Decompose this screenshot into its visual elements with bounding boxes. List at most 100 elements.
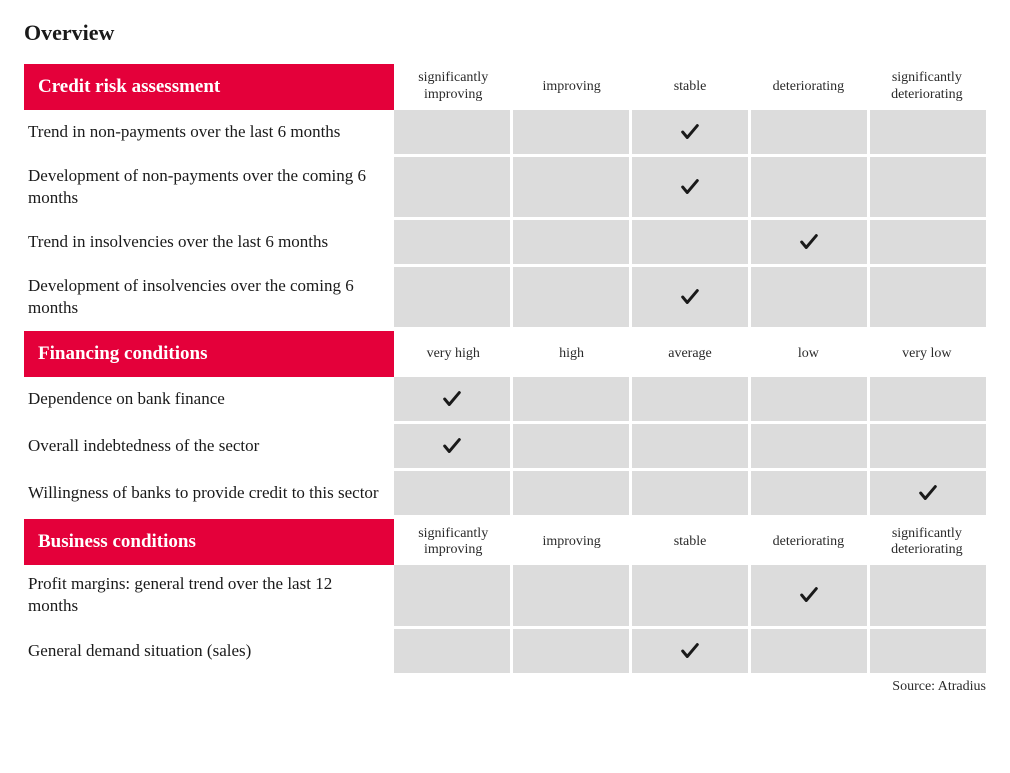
cell [394, 110, 510, 154]
column-headers: very highhighaveragelowvery low [394, 331, 986, 377]
cell [513, 377, 629, 421]
table-row: Willingness of banks to provide credit t… [24, 471, 986, 515]
cell [870, 220, 986, 264]
cells [394, 220, 986, 264]
table-row: Development of non-payments over the com… [24, 157, 986, 217]
cell [394, 267, 510, 327]
section-label: Business conditions [24, 519, 394, 565]
column-header: average [631, 331, 749, 377]
cell [751, 267, 867, 327]
table-row: Overall indebtedness of the sector [24, 424, 986, 468]
page-title: Overview [24, 20, 986, 46]
cell [513, 471, 629, 515]
row-label: Development of non-payments over the com… [24, 157, 394, 217]
section-header-row: Financing conditionsvery highhighaverage… [24, 331, 986, 377]
sections-container: Credit risk assessmentsignificantly impr… [24, 64, 986, 673]
cell [870, 110, 986, 154]
check-icon [679, 121, 701, 143]
cell [513, 110, 629, 154]
column-header: deteriorating [749, 519, 867, 565]
column-header: significantly deteriorating [868, 64, 986, 110]
cells [394, 377, 986, 421]
section: Business conditionssignificantly improvi… [24, 519, 986, 672]
cell [632, 424, 748, 468]
column-header: low [749, 331, 867, 377]
check-icon [441, 388, 463, 410]
cell [394, 471, 510, 515]
cell [632, 220, 748, 264]
cell [870, 157, 986, 217]
cells [394, 471, 986, 515]
section: Financing conditionsvery highhighaverage… [24, 331, 986, 515]
cell [632, 157, 748, 217]
check-icon [798, 231, 820, 253]
check-icon [798, 584, 820, 606]
cells [394, 424, 986, 468]
cell [632, 471, 748, 515]
table-row: Profit margins: general trend over the l… [24, 565, 986, 625]
cell [513, 157, 629, 217]
cell [751, 424, 867, 468]
table-row: Trend in non-payments over the last 6 mo… [24, 110, 986, 154]
column-header: improving [512, 519, 630, 565]
cell [870, 629, 986, 673]
section-header-row: Business conditionssignificantly improvi… [24, 519, 986, 565]
cell [394, 424, 510, 468]
row-label: Dependence on bank finance [24, 377, 394, 421]
row-label: Trend in non-payments over the last 6 mo… [24, 110, 394, 154]
column-header: stable [631, 64, 749, 110]
row-label: Profit margins: general trend over the l… [24, 565, 394, 625]
column-header: significantly deteriorating [868, 519, 986, 565]
column-header: stable [631, 519, 749, 565]
cell [394, 377, 510, 421]
cell [870, 424, 986, 468]
table-row: Trend in insolvencies over the last 6 mo… [24, 220, 986, 264]
row-label: Trend in insolvencies over the last 6 mo… [24, 220, 394, 264]
table-row: General demand situation (sales) [24, 629, 986, 673]
cell [513, 220, 629, 264]
cell [513, 424, 629, 468]
column-header: deteriorating [749, 64, 867, 110]
check-icon [441, 435, 463, 457]
cell [751, 471, 867, 515]
check-icon [679, 640, 701, 662]
cell [632, 629, 748, 673]
cells [394, 157, 986, 217]
column-header: improving [512, 64, 630, 110]
column-header: very high [394, 331, 512, 377]
cell [513, 629, 629, 673]
cell [751, 110, 867, 154]
cell [513, 267, 629, 327]
cell [870, 267, 986, 327]
column-header: very low [868, 331, 986, 377]
section-label: Credit risk assessment [24, 64, 394, 110]
check-icon [679, 286, 701, 308]
row-label: General demand situation (sales) [24, 629, 394, 673]
cell [632, 267, 748, 327]
cell [513, 565, 629, 625]
cell [394, 157, 510, 217]
cells [394, 267, 986, 327]
cell [394, 629, 510, 673]
cell [394, 565, 510, 625]
check-icon [679, 176, 701, 198]
row-label: Willingness of banks to provide credit t… [24, 471, 394, 515]
cells [394, 110, 986, 154]
column-header: high [512, 331, 630, 377]
cell [632, 565, 748, 625]
column-headers: significantly improvingimprovingstablede… [394, 519, 986, 565]
row-label: Development of insolvencies over the com… [24, 267, 394, 327]
cell [870, 377, 986, 421]
row-label: Overall indebtedness of the sector [24, 424, 394, 468]
cell [751, 377, 867, 421]
cell [751, 565, 867, 625]
cell [870, 471, 986, 515]
column-header: significantly improving [394, 64, 512, 110]
cell [632, 377, 748, 421]
table-row: Dependence on bank finance [24, 377, 986, 421]
cell [632, 110, 748, 154]
table-row: Development of insolvencies over the com… [24, 267, 986, 327]
cell [870, 565, 986, 625]
check-icon [917, 482, 939, 504]
cell [751, 629, 867, 673]
